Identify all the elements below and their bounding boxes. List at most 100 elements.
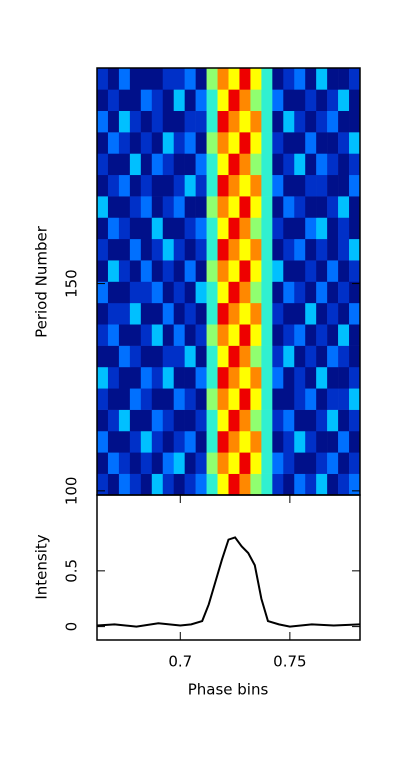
- heatmap-cell: [272, 302, 284, 325]
- heatmap-cell: [228, 302, 240, 325]
- heatmap-cell: [140, 388, 153, 410]
- heatmap-cell: [184, 174, 196, 197]
- heatmap-cell: [217, 110, 229, 133]
- heatmap-cell: [97, 452, 109, 474]
- heatmap-cell: [107, 302, 120, 325]
- heatmap-cell: [173, 110, 185, 133]
- heatmap-cell: [349, 238, 361, 261]
- heatmap-cell: [184, 281, 196, 304]
- heatmap-cell: [162, 281, 175, 304]
- heatmap-cell: [228, 89, 240, 111]
- heatmap-cell: [217, 388, 229, 410]
- heatmap-cell: [294, 132, 306, 154]
- heatmap-cell: [206, 217, 218, 240]
- heatmap-cell: [283, 366, 295, 389]
- heatmap-cell: [107, 153, 120, 176]
- heatmap-cell: [338, 174, 350, 197]
- heatmap-cell: [272, 174, 284, 197]
- heatmap-cell: [118, 388, 131, 410]
- heatmap-cell: [316, 430, 328, 453]
- heatmap-cell: [140, 302, 153, 325]
- heatmap-cell: [184, 110, 196, 133]
- heatmap-cell: [294, 473, 306, 496]
- heatmap-cell: [118, 281, 131, 304]
- heatmap-cell: [327, 153, 339, 176]
- heatmap-cell: [195, 345, 207, 368]
- heatmap-cell: [140, 260, 153, 282]
- heatmap-cell: [349, 132, 361, 154]
- heatmap-cell: [305, 132, 317, 154]
- heatmap-cell: [228, 473, 240, 496]
- heatmap-cell: [129, 174, 142, 197]
- x-axis-label: Phase bins: [188, 681, 269, 699]
- heatmap-cell: [305, 260, 317, 282]
- heatmap-cell: [349, 110, 361, 133]
- heatmap-cell: [250, 366, 262, 389]
- heatmap-cell: [162, 345, 175, 368]
- heatmap-cell: [195, 430, 207, 453]
- heatmap-cell: [305, 89, 317, 111]
- heatmap-cell: [316, 89, 328, 111]
- heatmap-cell: [162, 430, 175, 453]
- heatmap-cell: [283, 132, 295, 154]
- heatmap-cell: [283, 238, 295, 261]
- profile-line: [96, 536, 361, 628]
- heatmap-cell: [140, 430, 153, 453]
- heatmap-cell: [239, 452, 251, 474]
- heatmap-cell: [349, 174, 361, 197]
- heatmap-cell: [305, 110, 317, 133]
- heatmap-cell: [97, 366, 109, 389]
- heatmap-cell: [349, 430, 361, 453]
- heatmap-cell: [305, 153, 317, 176]
- heatmap-cell: [294, 302, 306, 325]
- heatmap-cell: [272, 324, 284, 346]
- heatmap-cell: [294, 153, 306, 176]
- heatmap-cell: [107, 132, 120, 154]
- heatmap-cell: [118, 196, 131, 218]
- heatmap-cell: [305, 366, 317, 389]
- heatmap-cell: [261, 452, 273, 474]
- heatmap-cell: [250, 132, 262, 154]
- x-tick-label: 0.7: [168, 653, 192, 671]
- heatmap-cell: [217, 174, 229, 197]
- heatmap-cell: [97, 345, 109, 368]
- heatmap-cell: [338, 302, 350, 325]
- heatmap-cell: [217, 153, 229, 176]
- heatmap-cell: [173, 238, 185, 261]
- heatmap-cell: [151, 174, 164, 197]
- heatmap-cell: [129, 260, 142, 282]
- heatmap-cell: [107, 430, 120, 453]
- heatmap-cell: [272, 366, 284, 389]
- heatmap-cell: [151, 260, 164, 282]
- heatmap-cell: [118, 174, 131, 197]
- heatmap-cell: [327, 110, 339, 133]
- heatmap-cell: [107, 217, 120, 240]
- heatmap-cell: [327, 324, 339, 346]
- heatmap-cell: [140, 409, 153, 432]
- heatmap-cell: [217, 345, 229, 368]
- heatmap-cell: [294, 366, 306, 389]
- heatmap-cell: [162, 153, 175, 176]
- heatmap-cell: [129, 68, 142, 90]
- heatmap-cell: [349, 217, 361, 240]
- heatmap-cell: [239, 132, 251, 154]
- heatmap-cell: [283, 409, 295, 432]
- heatmap-cell: [184, 388, 196, 410]
- heatmap-cell: [305, 430, 317, 453]
- heatmap-cell: [283, 324, 295, 346]
- heatmap-cell: [283, 281, 295, 304]
- heatmap-cell: [228, 174, 240, 197]
- heatmap-cell: [206, 153, 218, 176]
- heatmap-cell: [261, 281, 273, 304]
- heatmap-cell: [283, 473, 295, 496]
- heatmap-cell: [129, 473, 142, 496]
- heatmap-cell: [97, 302, 109, 325]
- heatmap-cell: [184, 366, 196, 389]
- heatmap-cell: [305, 473, 317, 496]
- heatmap-cell: [162, 89, 175, 111]
- heatmap-cell: [173, 260, 185, 282]
- heatmap-cell: [129, 89, 142, 111]
- heatmap-cell: [261, 409, 273, 432]
- heatmap-cell: [250, 174, 262, 197]
